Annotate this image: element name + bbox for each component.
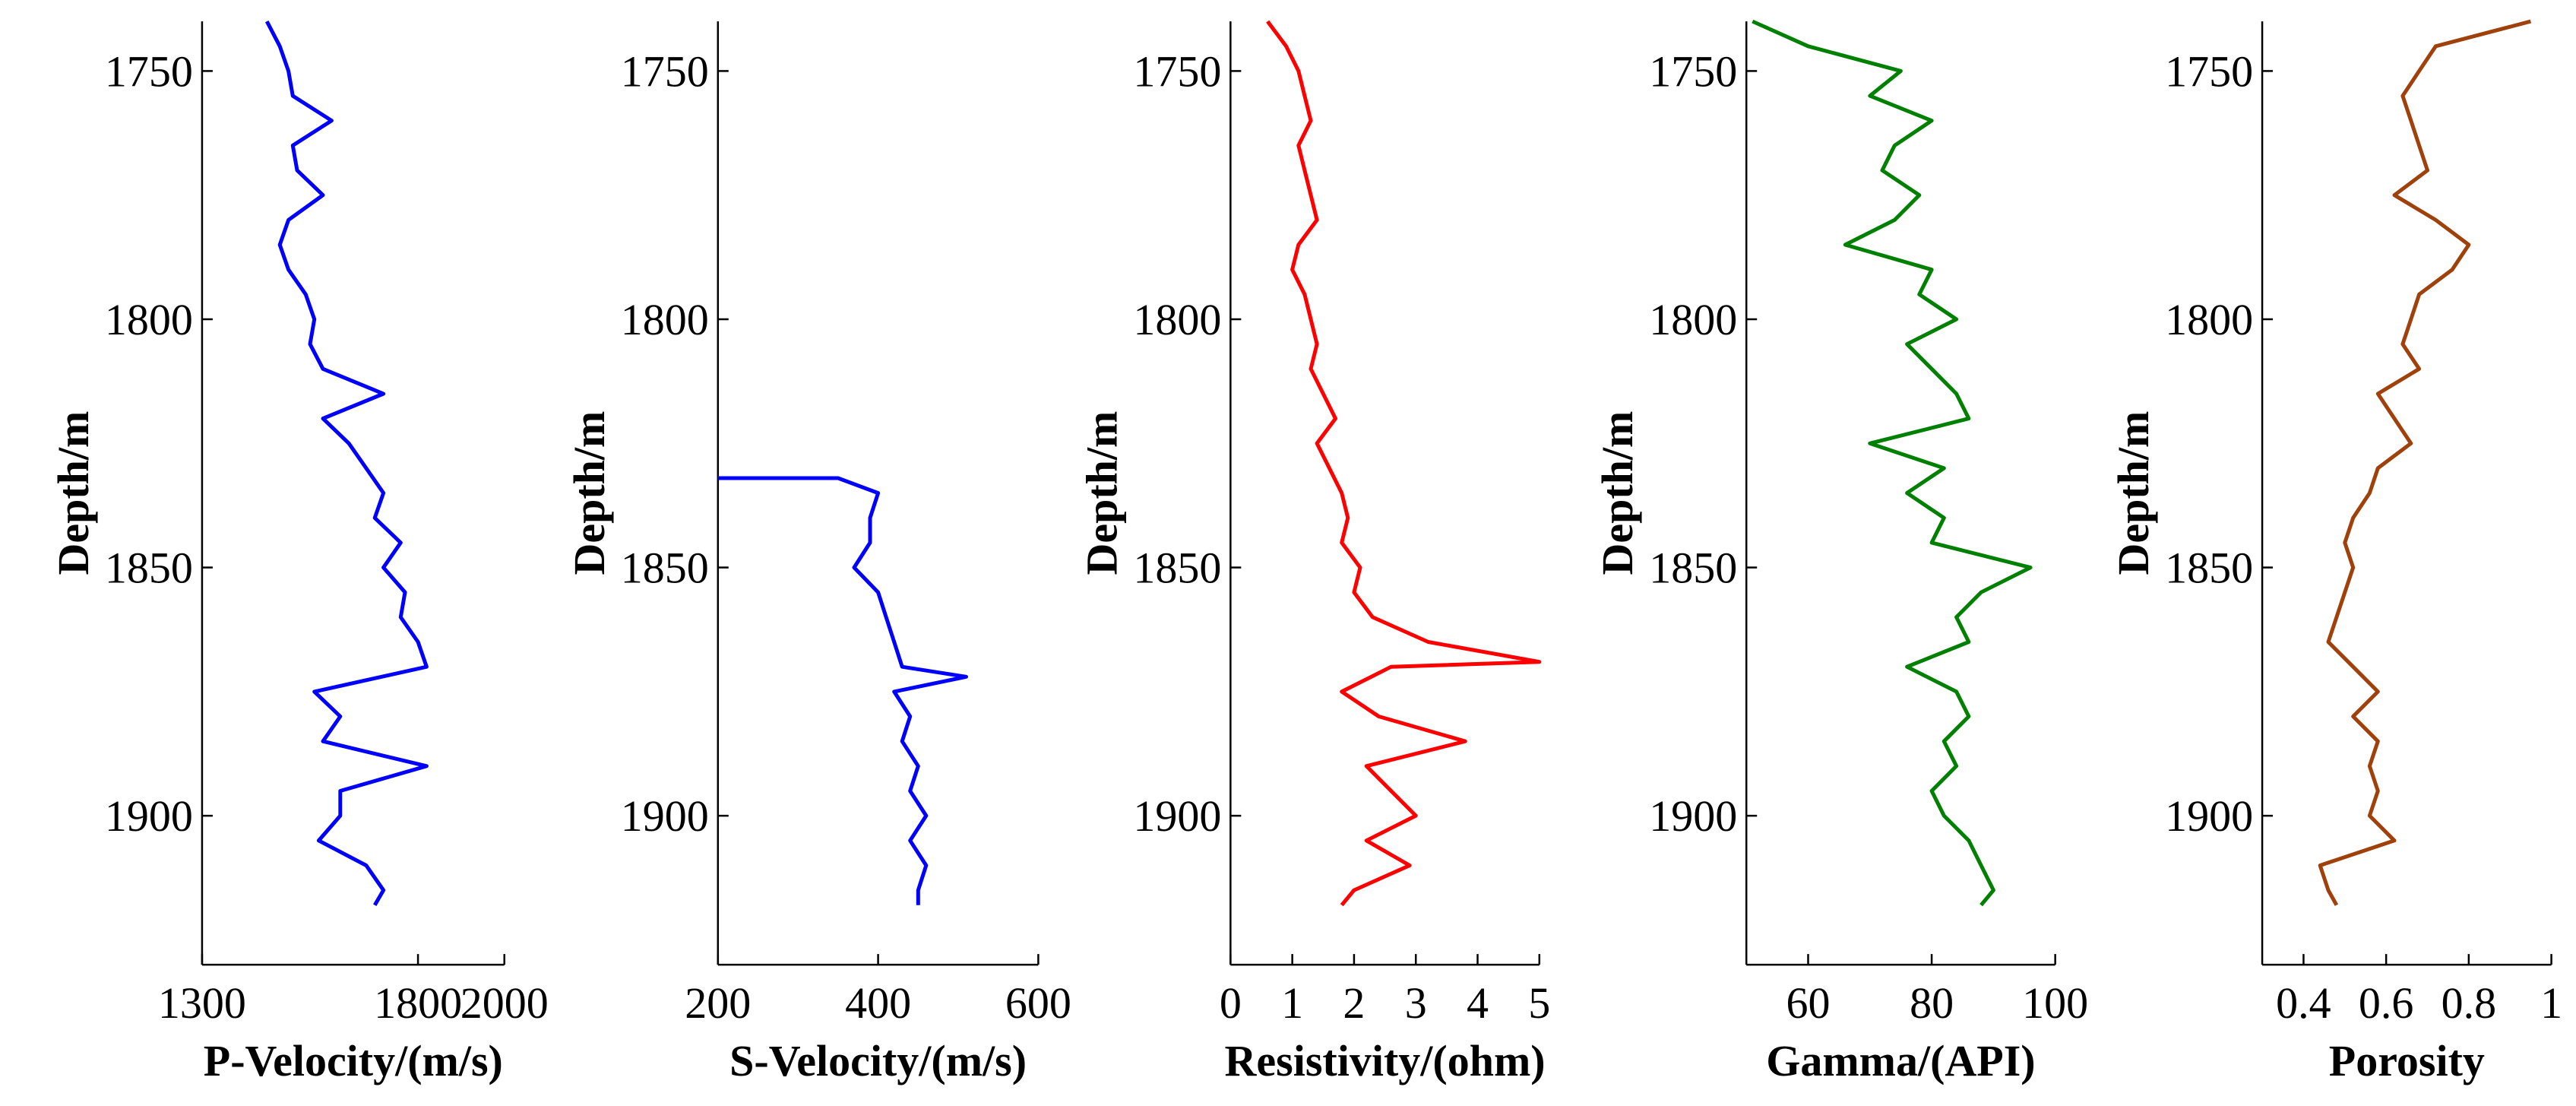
y-tick-label: 1900 bbox=[2165, 791, 2253, 841]
x-tick-label: 0 bbox=[1220, 978, 1242, 1028]
x-tick-label: 1800 bbox=[374, 978, 462, 1028]
x-tick-label: 1300 bbox=[158, 978, 246, 1028]
x-tick-label: 400 bbox=[845, 978, 911, 1028]
x-tick-label: 80 bbox=[1910, 978, 1954, 1028]
x-axis-label: Gamma/(API) bbox=[1766, 1036, 2035, 1085]
y-tick-label: 1800 bbox=[1133, 295, 1221, 344]
x-tick-label: 4 bbox=[1467, 978, 1489, 1028]
y-tick-label: 1900 bbox=[1133, 791, 1221, 841]
y-tick-label: 1900 bbox=[621, 791, 709, 841]
x-tick-label: 0.8 bbox=[2442, 978, 2497, 1028]
x-tick-label: 1 bbox=[2540, 978, 2562, 1028]
y-tick-label: 1750 bbox=[1649, 46, 1737, 96]
x-tick-label: 2 bbox=[1343, 978, 1365, 1028]
log-curve bbox=[2318, 19, 2532, 906]
x-tick-label: 1 bbox=[1281, 978, 1303, 1028]
y-tick-label: 1800 bbox=[1649, 295, 1737, 344]
x-tick-label: 3 bbox=[1405, 978, 1427, 1028]
y-axis-label: Depth/m bbox=[1077, 411, 1126, 575]
log-curve bbox=[264, 20, 429, 906]
x-tick-label: 0.6 bbox=[2359, 978, 2414, 1028]
y-tick-label: 1850 bbox=[2165, 543, 2253, 593]
y-tick-label: 1850 bbox=[1649, 543, 1737, 593]
y-tick-label: 1850 bbox=[1133, 543, 1221, 593]
x-axis-label: Resistivity/(ohm) bbox=[1225, 1036, 1546, 1085]
y-axis-label: Depth/m bbox=[565, 411, 614, 575]
y-tick-label: 1850 bbox=[621, 543, 709, 593]
y-tick-label: 1800 bbox=[621, 295, 709, 344]
x-tick-label: 100 bbox=[2022, 978, 2088, 1028]
y-axis-label: Depth/m bbox=[2109, 411, 2158, 575]
y-tick-label: 1850 bbox=[105, 543, 193, 593]
x-tick-label: 2000 bbox=[460, 978, 549, 1028]
y-tick-label: 1750 bbox=[2165, 46, 2253, 96]
x-axis-label: Porosity bbox=[2329, 1036, 2485, 1085]
y-axis-label: Depth/m bbox=[49, 411, 98, 575]
x-tick-label: 200 bbox=[685, 978, 751, 1028]
x-axis-label: P-Velocity/(m/s) bbox=[204, 1036, 503, 1085]
log-curve bbox=[1266, 20, 1542, 907]
y-tick-label: 1800 bbox=[2165, 295, 2253, 344]
y-tick-label: 1900 bbox=[105, 791, 193, 841]
y-tick-label: 1750 bbox=[621, 46, 709, 96]
y-tick-label: 1800 bbox=[105, 295, 193, 344]
y-tick-label: 1900 bbox=[1649, 791, 1737, 841]
y-tick-label: 1750 bbox=[1133, 46, 1221, 96]
x-tick-label: 0.4 bbox=[2276, 978, 2331, 1028]
x-tick-label: 5 bbox=[1528, 978, 1550, 1028]
y-axis-label: Depth/m bbox=[1593, 411, 1642, 575]
log-curve bbox=[717, 476, 968, 905]
log-curve bbox=[1752, 19, 2033, 907]
x-tick-label: 60 bbox=[1786, 978, 1830, 1028]
x-tick-label: 600 bbox=[1005, 978, 1071, 1028]
y-tick-label: 1750 bbox=[105, 46, 193, 96]
x-axis-label: S-Velocity/(m/s) bbox=[729, 1036, 1027, 1085]
